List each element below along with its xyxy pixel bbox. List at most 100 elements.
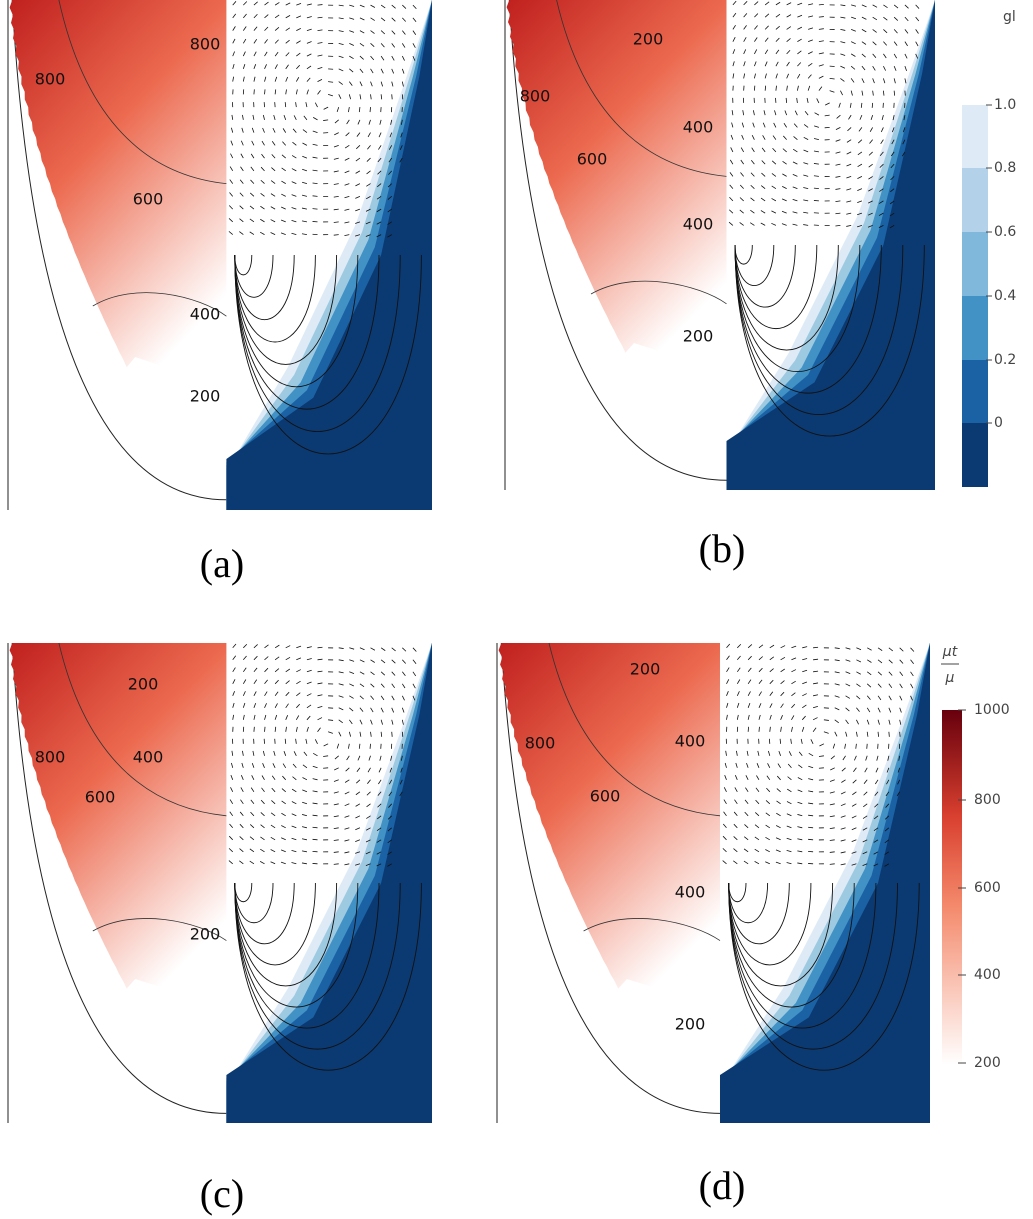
- velocity-vector: [818, 40, 824, 43]
- velocity-vector: [349, 55, 354, 60]
- velocity-vector: [317, 658, 323, 661]
- velocity-vector: [312, 814, 318, 817]
- velocity-vector: [380, 647, 386, 651]
- velocity-vector: [270, 861, 276, 865]
- velocity-vector: [824, 114, 830, 117]
- velocity-vector: [734, 775, 738, 780]
- velocity-vector: [846, 212, 852, 215]
- velocity-vector: [365, 839, 371, 843]
- velocity-vector: [391, 707, 395, 713]
- velocity-vector: [879, 151, 884, 156]
- velocity-vector: [349, 68, 354, 73]
- velocity-vector: [769, 668, 774, 673]
- velocity-vector: [743, 1, 748, 6]
- temperature-field: [506, 0, 727, 373]
- velocity-vector: [283, 750, 287, 756]
- velocity-vector: [376, 815, 382, 820]
- velocity-vector: [358, 107, 361, 113]
- velocity-vector: [873, 839, 879, 843]
- velocity-vector: [402, 671, 406, 676]
- velocity-vector: [264, 667, 269, 673]
- velocity-vector: [861, 65, 866, 71]
- velocity-vector: [764, 13, 770, 18]
- velocity-vector: [378, 779, 382, 785]
- velocity-vector: [798, 751, 803, 757]
- velocity-vector: [229, 166, 234, 172]
- velocity-vector: [723, 811, 727, 817]
- colorbar-title-den: μ: [945, 670, 955, 686]
- velocity-vector: [412, 4, 417, 10]
- velocity-vector: [813, 138, 819, 141]
- velocity-vector: [736, 714, 739, 720]
- panel-label: (a): [200, 541, 244, 586]
- velocity-vector: [281, 193, 286, 197]
- velocity-vector: [377, 803, 382, 808]
- velocity-vector: [758, 726, 760, 732]
- velocity-vector: [791, 657, 797, 661]
- velocity-vector: [829, 779, 835, 782]
- velocity-vector: [829, 863, 835, 865]
- velocity-vector: [834, 671, 840, 674]
- velocity-vector: [285, 89, 287, 95]
- velocity-vector: [849, 102, 852, 108]
- streamline: [734, 244, 775, 286]
- velocity-vector: [732, 0, 737, 6]
- velocity-vector: [776, 812, 781, 817]
- velocity-vector: [274, 27, 280, 31]
- velocity-vector: [412, 43, 416, 48]
- velocity-vector: [296, 28, 301, 31]
- velocity-vector: [232, 13, 237, 19]
- velocity-vector: [893, 16, 899, 21]
- velocity-vector: [850, 41, 856, 45]
- velocity-vector: [862, 839, 868, 843]
- velocity-vector: [840, 791, 846, 795]
- velocity-vector: [317, 646, 323, 649]
- velocity-vector: [881, 115, 884, 121]
- velocity-vector: [365, 234, 371, 237]
- isoline: [58, 0, 227, 184]
- velocity-vector: [338, 17, 344, 20]
- velocity-vector: [261, 775, 265, 781]
- solid-fraction: [726, 0, 935, 490]
- velocity-vector: [734, 799, 738, 805]
- velocity-vector: [903, 115, 906, 121]
- velocity-vector: [769, 656, 775, 661]
- velocity-vector: [387, 196, 392, 200]
- velocity-vector: [291, 788, 297, 793]
- velocity-vector: [872, 16, 878, 21]
- velocity-vector: [239, 848, 244, 853]
- velocity-vector: [302, 789, 308, 793]
- panel: 200 800 400 600 400 200 (b): [504, 0, 935, 571]
- velocity-vector: [370, 695, 375, 700]
- velocity-vector: [858, 127, 863, 132]
- velocity-vector: [888, 659, 893, 664]
- velocity-vector: [862, 863, 868, 867]
- velocity-vector: [357, 755, 361, 761]
- velocity-vector: [295, 77, 300, 82]
- velocity-vector: [402, 647, 407, 652]
- velocity-vector: [376, 839, 382, 843]
- velocity-vector: [786, 813, 792, 817]
- velocity-vector: [724, 762, 727, 768]
- velocity-vector: [291, 207, 297, 210]
- velocity-vector: [272, 127, 276, 133]
- velocity-vector: [239, 860, 244, 865]
- contour-label: 200: [190, 925, 221, 944]
- velocity-vector: [303, 751, 308, 757]
- tick-label: 200: [974, 1055, 1001, 1071]
- velocity-vector: [366, 170, 371, 175]
- velocity-vector: [229, 811, 234, 817]
- velocity-vector: [252, 750, 255, 756]
- velocity-vector: [312, 778, 318, 781]
- velocity-vector: [834, 683, 840, 686]
- velocity-vector: [899, 683, 903, 689]
- contour-label: 400: [683, 215, 714, 234]
- velocity-vector: [791, 692, 796, 697]
- velocity-vector: [818, 16, 824, 18]
- velocity-vector: [904, 66, 907, 71]
- velocity-vector: [243, 643, 248, 649]
- velocity-vector: [349, 659, 355, 662]
- velocity-vector: [782, 148, 787, 153]
- velocity-vector: [282, 128, 287, 133]
- velocity-vector: [874, 791, 879, 796]
